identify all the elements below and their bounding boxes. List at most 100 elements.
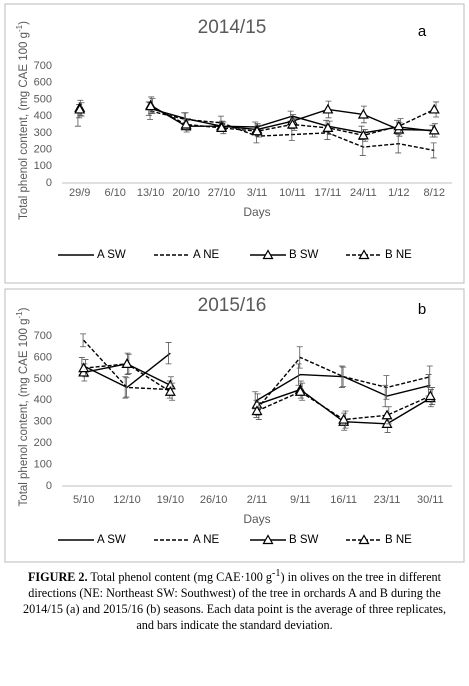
panel-label: b xyxy=(418,301,426,318)
y-tick-label: 0 xyxy=(46,177,52,189)
marker xyxy=(322,122,334,132)
y-tick-label: 400 xyxy=(34,110,52,122)
x-tick-label: 23/11 xyxy=(374,494,401,506)
marker xyxy=(357,129,369,140)
legend-label: B SW xyxy=(289,249,319,261)
marker xyxy=(357,108,369,119)
y-tick-label: 100 xyxy=(34,458,52,470)
marker xyxy=(381,409,393,420)
y-axis-label: Total phenol content, (mg CAE 100 g-1) xyxy=(15,307,30,506)
marker xyxy=(294,385,306,396)
error-bar xyxy=(80,333,87,348)
y-axis-label-sup: -1 xyxy=(15,311,24,319)
error-bar xyxy=(123,377,130,398)
x-tick-label: 20/10 xyxy=(172,187,200,199)
x-tick-label: 27/10 xyxy=(208,187,236,199)
y-tick-label: 300 xyxy=(34,416,52,428)
legend-marker xyxy=(262,249,274,260)
marker xyxy=(216,122,228,132)
marker xyxy=(164,385,176,396)
series-line xyxy=(150,110,435,152)
y-axis-label: Total phenol content, (mg CAE 100 g-1) xyxy=(15,21,30,220)
marker xyxy=(428,103,440,114)
y-tick-label: 700 xyxy=(34,330,52,342)
legend-label: B SW xyxy=(289,534,319,546)
y-tick-label: 700 xyxy=(34,60,52,72)
marker xyxy=(145,100,157,111)
x-tick-label: 1/12 xyxy=(388,187,409,199)
marker xyxy=(424,390,436,401)
x-tick-label: 29/9 xyxy=(69,187,90,199)
series-line xyxy=(83,339,431,410)
y-tick-label: 600 xyxy=(34,351,52,363)
x-tick-label: 2/11 xyxy=(247,494,268,506)
caption-text: ) in olives on the tree in different dir… xyxy=(22,570,447,633)
x-tick-label: 19/10 xyxy=(157,494,185,506)
x-axis-label: Days xyxy=(243,512,270,526)
error-bar xyxy=(338,365,345,388)
legend-label: B NE xyxy=(385,534,412,546)
y-tick-label: 0 xyxy=(46,480,52,492)
x-tick-label: 17/11 xyxy=(315,187,342,199)
caption-text: Total phenol content (mg CAE·100 g xyxy=(90,570,272,585)
x-tick-label: 6/10 xyxy=(104,187,125,199)
marker xyxy=(78,362,90,373)
x-tick-label: 16/11 xyxy=(330,494,357,506)
caption: FIGURE 2. Total phenol content (mg CAE·1… xyxy=(14,566,455,633)
y-tick-label: 500 xyxy=(34,373,52,385)
marker xyxy=(251,125,263,136)
chart-title: 2014/15 xyxy=(198,17,267,38)
series-line xyxy=(83,352,431,401)
x-tick-label: 12/10 xyxy=(113,494,141,506)
legend-label: A SW xyxy=(97,249,126,261)
x-tick-label: 30/11 xyxy=(417,494,444,506)
x-tick-label: 9/11 xyxy=(290,494,311,506)
panel-frame xyxy=(4,3,465,284)
y-tick-label: 100 xyxy=(34,160,52,172)
chart-title: 2015/16 xyxy=(198,295,267,316)
y-tick-label: 300 xyxy=(34,127,52,139)
legend-marker xyxy=(262,534,274,545)
x-tick-label: 13/10 xyxy=(137,187,165,199)
marker xyxy=(393,120,405,131)
y-axis-label-text: Total phenol content, (mg CAE 100 g xyxy=(18,319,30,507)
panel-label: a xyxy=(418,23,427,40)
y-tick-label: 200 xyxy=(34,437,52,449)
y-tick-label: 600 xyxy=(34,77,52,89)
legend-marker xyxy=(358,249,370,260)
marker xyxy=(251,405,263,416)
marker xyxy=(338,413,350,424)
error-bar xyxy=(165,342,172,365)
legend-label: A SW xyxy=(97,534,126,546)
y-axis-label-text: Total phenol content, (mg CAE 100 g xyxy=(18,32,30,220)
marker xyxy=(121,358,133,368)
marker xyxy=(322,103,334,114)
y-axis-label-text: ) xyxy=(18,307,30,311)
error-bar xyxy=(430,142,437,159)
x-axis-label: Days xyxy=(243,205,270,219)
y-tick-label: 500 xyxy=(34,93,52,105)
caption-label: FIGURE 2. xyxy=(27,570,88,585)
panel-frame xyxy=(4,288,465,563)
error-bar xyxy=(122,376,129,399)
marker xyxy=(381,418,393,428)
marker xyxy=(428,124,440,135)
error-bar xyxy=(296,346,303,369)
x-tick-label: 5/10 xyxy=(73,494,94,506)
y-tick-label: 200 xyxy=(34,143,52,155)
caption-sup: -1 xyxy=(272,568,281,579)
legend-marker xyxy=(358,534,370,545)
marker xyxy=(286,118,298,129)
x-tick-label: 26/10 xyxy=(200,494,228,506)
y-tick-label: 400 xyxy=(34,394,52,406)
marker xyxy=(74,103,86,114)
y-axis-label-text: ) xyxy=(18,21,30,25)
legend-label: A NE xyxy=(193,249,220,261)
y-axis-label-sup: -1 xyxy=(15,24,24,32)
legend-label: B NE xyxy=(385,249,412,261)
x-tick-label: 8/12 xyxy=(424,187,445,199)
error-bar xyxy=(383,375,390,400)
error-bar xyxy=(340,366,347,387)
x-tick-label: 10/11 xyxy=(279,187,306,199)
